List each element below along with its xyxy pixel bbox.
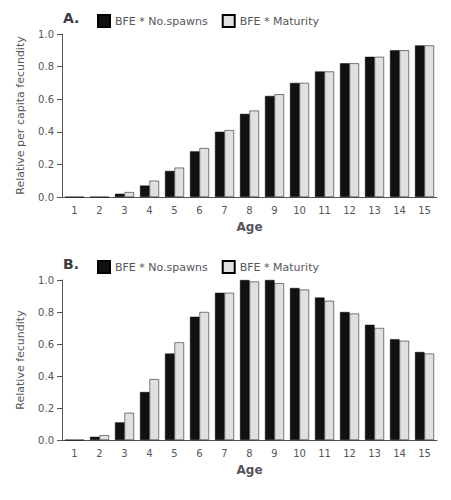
svg-text:9: 9 (271, 448, 277, 459)
svg-text:15: 15 (418, 448, 431, 459)
svg-text:Age: Age (236, 463, 262, 477)
svg-text:6: 6 (196, 448, 202, 459)
svg-text:4: 4 (146, 448, 152, 459)
svg-text:13: 13 (368, 448, 381, 459)
svg-text:11: 11 (318, 448, 331, 459)
svg-text:BFE * Maturity: BFE * Maturity (240, 261, 320, 274)
svg-text:Relative fecundity: Relative fecundity (14, 310, 27, 410)
svg-text:10: 10 (293, 205, 306, 216)
svg-text:A.: A. (63, 10, 79, 26)
svg-text:8: 8 (246, 205, 252, 216)
svg-text:7: 7 (221, 205, 227, 216)
svg-text:0.2: 0.2 (38, 403, 54, 414)
svg-text:15: 15 (418, 205, 431, 216)
svg-text:0.2: 0.2 (38, 159, 54, 170)
svg-text:8: 8 (246, 448, 252, 459)
svg-text:0.4: 0.4 (38, 371, 54, 382)
svg-text:11: 11 (318, 205, 331, 216)
svg-text:BFE * No.spawns: BFE * No.spawns (115, 15, 208, 28)
svg-text:12: 12 (343, 448, 356, 459)
svg-text:3: 3 (121, 448, 127, 459)
svg-text:1: 1 (71, 448, 77, 459)
svg-text:12: 12 (343, 205, 356, 216)
svg-text:1.0: 1.0 (38, 29, 54, 40)
svg-text:4: 4 (146, 205, 152, 216)
svg-text:0.6: 0.6 (38, 94, 54, 105)
svg-text:B.: B. (63, 256, 79, 272)
svg-text:1: 1 (71, 205, 77, 216)
svg-text:14: 14 (393, 448, 406, 459)
svg-text:9: 9 (271, 205, 277, 216)
svg-text:0.0: 0.0 (38, 192, 54, 203)
svg-text:14: 14 (393, 205, 406, 216)
svg-text:2: 2 (96, 448, 102, 459)
svg-text:0.8: 0.8 (38, 307, 54, 318)
svg-text:0.4: 0.4 (38, 126, 54, 137)
svg-text:0.8: 0.8 (38, 61, 54, 72)
svg-text:3: 3 (121, 205, 127, 216)
svg-text:Age: Age (236, 220, 262, 234)
svg-text:2: 2 (96, 205, 102, 216)
svg-text:7: 7 (221, 448, 227, 459)
svg-text:10: 10 (293, 448, 306, 459)
svg-text:BFE * Maturity: BFE * Maturity (240, 15, 320, 28)
svg-text:0.6: 0.6 (38, 339, 54, 350)
svg-text:0.0: 0.0 (38, 435, 54, 446)
svg-text:5: 5 (171, 205, 177, 216)
svg-text:1.0: 1.0 (38, 275, 54, 286)
svg-text:13: 13 (368, 205, 381, 216)
svg-text:6: 6 (196, 205, 202, 216)
svg-text:Relative per capita fecundity: Relative per capita fecundity (14, 36, 27, 195)
svg-text:BFE * No.spawns: BFE * No.spawns (115, 261, 208, 274)
svg-text:5: 5 (171, 448, 177, 459)
